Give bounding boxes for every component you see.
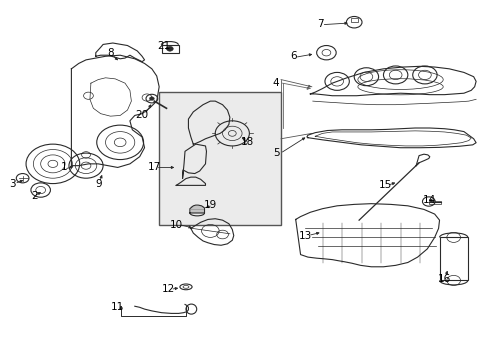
Text: 3: 3	[10, 179, 16, 189]
Bar	[161, 45, 178, 53]
Text: 10: 10	[169, 220, 183, 230]
Text: 11: 11	[111, 302, 124, 312]
Text: 21: 21	[157, 41, 170, 50]
Text: 5: 5	[272, 148, 279, 158]
Text: 7: 7	[316, 19, 323, 29]
Text: 16: 16	[437, 274, 450, 284]
Text: 17: 17	[147, 162, 161, 172]
Bar	[159, 92, 281, 225]
Circle shape	[149, 97, 154, 100]
Text: 1: 1	[61, 162, 67, 172]
Text: 4: 4	[272, 78, 279, 88]
Text: 19: 19	[203, 200, 217, 210]
Bar	[350, 18, 357, 22]
Text: 13: 13	[298, 231, 311, 240]
Text: 12: 12	[162, 284, 175, 294]
Text: 9: 9	[95, 179, 102, 189]
Text: 6: 6	[289, 51, 296, 61]
Text: 15: 15	[379, 180, 392, 190]
Text: 18: 18	[240, 138, 253, 147]
Bar	[439, 237, 467, 280]
Text: 14: 14	[422, 195, 435, 205]
Text: 2: 2	[31, 191, 38, 201]
Circle shape	[166, 46, 173, 51]
Bar	[428, 201, 440, 204]
Text: 20: 20	[135, 111, 148, 121]
Text: 8: 8	[107, 48, 114, 58]
